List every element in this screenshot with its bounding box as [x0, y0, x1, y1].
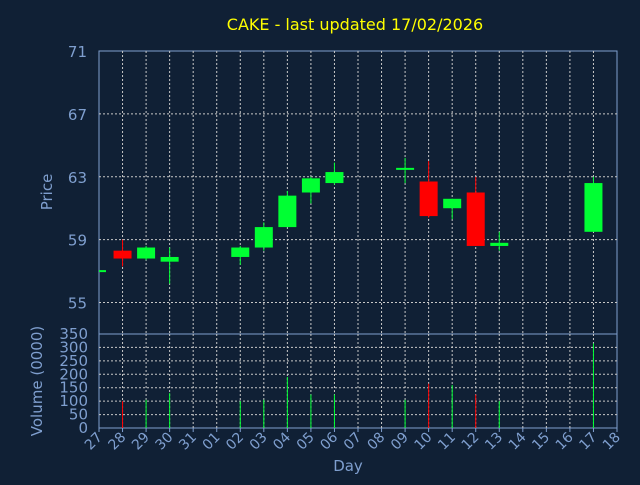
- volume-bars: [122, 343, 594, 428]
- volume-tick-label: 300: [59, 338, 88, 356]
- x-tick-label: 16: [553, 429, 577, 453]
- x-tick-label: 06: [317, 429, 341, 453]
- x-tick-label: 01: [200, 430, 224, 454]
- price-tick-label: 63: [68, 169, 87, 187]
- candle-body: [490, 242, 509, 246]
- x-tick-label: 13: [482, 430, 506, 454]
- x-tick-label: 05: [294, 430, 318, 454]
- candle-body: [278, 195, 297, 228]
- x-tick-label: 29: [129, 430, 153, 454]
- x-tick-label: 17: [576, 430, 600, 454]
- candle-body: [584, 183, 603, 232]
- x-axis-label: Day: [333, 457, 363, 475]
- price-tick-label: 55: [68, 295, 87, 313]
- candles: [99, 157, 603, 284]
- volume-panel-frame: [98, 333, 618, 429]
- candle-body: [160, 256, 179, 262]
- volume-tick-label: 50: [69, 406, 88, 424]
- x-tick-label: 07: [341, 430, 365, 454]
- chart-title: CAKE - last updated 17/02/2026: [227, 15, 483, 34]
- x-tick-label: 04: [270, 429, 294, 453]
- volume-tick-label: 0: [78, 419, 88, 437]
- price-tick-label: 59: [68, 232, 87, 250]
- candle-body: [419, 181, 438, 217]
- price-tick-label: 67: [68, 106, 87, 124]
- volume-tick-label: 150: [59, 379, 88, 397]
- candle-body: [231, 247, 250, 257]
- x-tick-label: 15: [529, 430, 553, 454]
- candle-body: [137, 247, 156, 259]
- candle-body: [113, 250, 132, 259]
- x-tick-label: 11: [435, 430, 459, 454]
- x-tick-label: 03: [247, 430, 271, 454]
- x-tick-label: 28: [105, 430, 129, 454]
- volume-tick-label: 200: [59, 365, 88, 383]
- x-tick-label: 09: [388, 430, 412, 454]
- candle-body: [254, 227, 273, 248]
- volume-tick-label: 250: [59, 352, 88, 370]
- volume-tick-label: 100: [59, 392, 88, 410]
- x-tick-label: 18: [600, 430, 624, 454]
- x-tick-label: 14: [506, 429, 530, 453]
- price-axis-label: Price: [38, 174, 56, 211]
- x-tick-label: 02: [223, 430, 247, 454]
- price-y-ticks: 55 59 63 67 71: [68, 43, 87, 313]
- price-tick-label: 71: [68, 43, 87, 61]
- x-tick-label: 30: [153, 430, 177, 454]
- candle-body: [301, 178, 320, 193]
- grid-layer: [99, 51, 617, 428]
- volume-axis-label: Volume (0000): [28, 326, 46, 436]
- candle-body: [466, 192, 485, 246]
- x-tick-label: 10: [412, 430, 436, 454]
- candle-body: [443, 198, 462, 209]
- x-tick-label: 12: [459, 430, 483, 454]
- volume-tick-label: 350: [59, 325, 88, 343]
- x-tick-label: 08: [364, 430, 388, 454]
- candle-body: [325, 172, 344, 184]
- x-tick-label: 31: [176, 430, 200, 454]
- x-ticks: 27 28 29 30 31 01 02 03 04 05 06 07 08 09 10 11 12 13 14 15…: [82, 428, 624, 453]
